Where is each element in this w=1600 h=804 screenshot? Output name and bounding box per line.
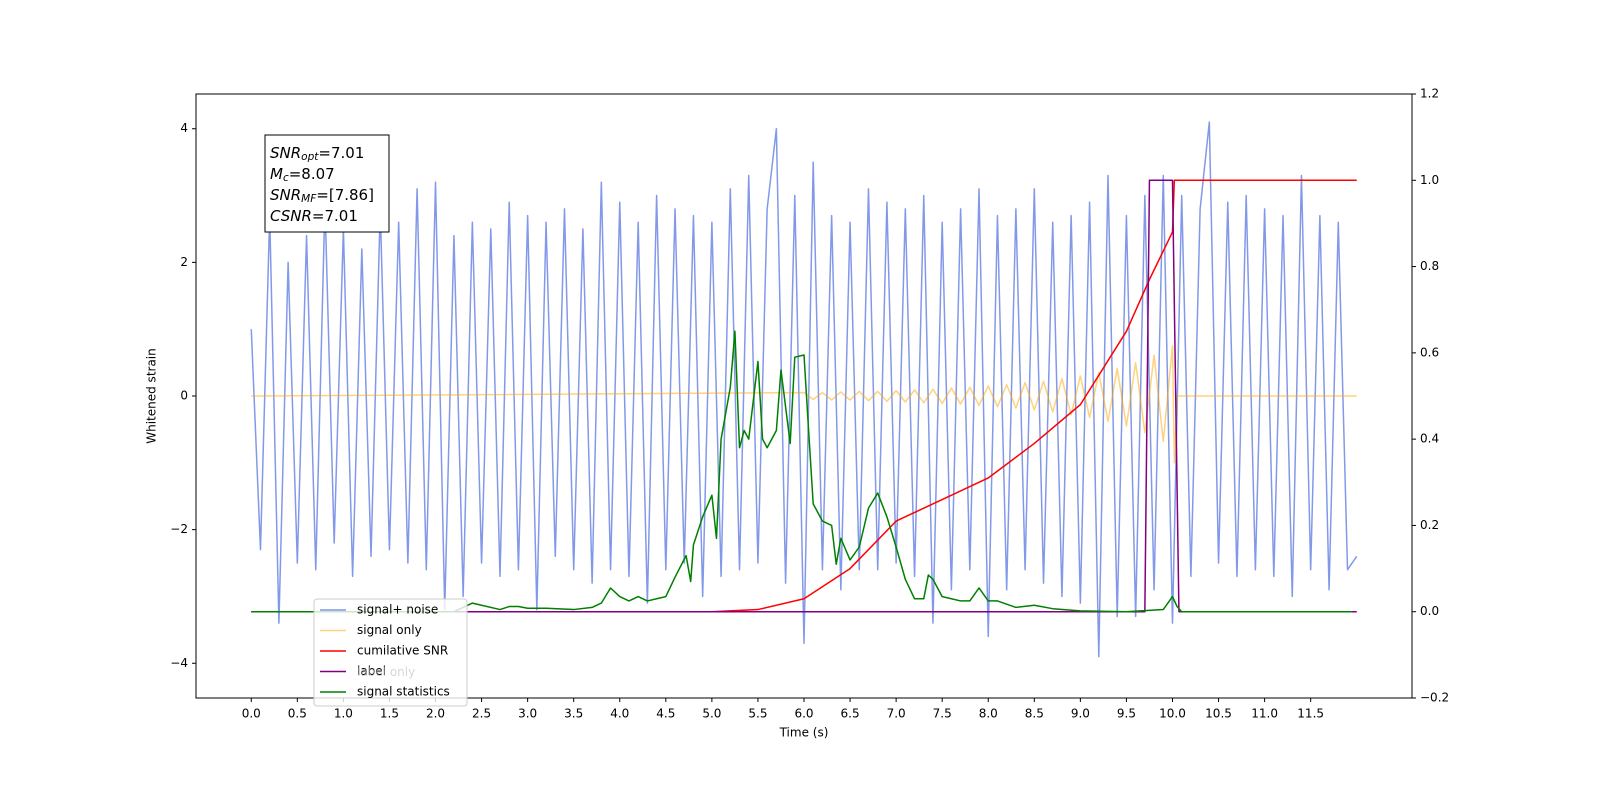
x-tick-label: 7.0 (887, 707, 906, 721)
y2-tick-label: 0.4 (1420, 432, 1439, 446)
y-axis-label: Whitened strain (145, 348, 159, 444)
x-tick-label: 11.5 (1297, 707, 1324, 721)
x-tick-label: 5.5 (748, 707, 767, 721)
y-tick-label: 4 (180, 121, 188, 135)
x-tick-label: 10.5 (1205, 707, 1232, 721)
y2-tick-label: 0.8 (1420, 259, 1439, 273)
math-symbol: M (270, 165, 283, 183)
x-tick-label: 7.5 (933, 707, 952, 721)
math-symbol: SNR (270, 144, 301, 162)
text-box-line: Mc=8.07 (270, 165, 335, 185)
x-tick-label: 1.5 (380, 707, 399, 721)
math-value: =8.07 (289, 165, 335, 183)
y-tick-label: 0 (180, 389, 188, 403)
x-tick-label: 9.5 (1117, 707, 1136, 721)
series-line (250, 121, 1358, 658)
math-value: =7.01 (312, 207, 358, 225)
x-tick-label: 3.5 (564, 707, 583, 721)
legend-label: signal only (357, 623, 422, 637)
x-tick-label: 6.5 (841, 707, 860, 721)
y2-tick-label: 1.2 (1420, 87, 1439, 101)
series-line (251, 330, 1353, 613)
x-tick-label: 2.0 (426, 707, 445, 721)
x-tick-label: 5.0 (702, 707, 721, 721)
x-tick-label: 3.0 (518, 707, 537, 721)
x-tick-label: 1.0 (334, 707, 353, 721)
math-value: =7.01 (318, 144, 364, 162)
y2-tick-label: 0.2 (1420, 518, 1439, 532)
y-tick-label: −4 (170, 656, 188, 670)
text-box-line: CSNR=7.01 (270, 207, 358, 225)
legend-label: cumilative SNR (357, 644, 448, 658)
math-subscript: c (283, 172, 289, 184)
x-tick-label: 0.0 (242, 707, 261, 721)
x-tick-label: 8.0 (979, 707, 998, 721)
series-line (251, 179, 1357, 613)
legend-label: signal statistics (357, 685, 450, 699)
series-line (251, 345, 1357, 464)
text-box-line: SNRopt=7.01 (270, 144, 364, 164)
legend-label: label (357, 664, 386, 678)
x-axis-label: Time (s) (779, 726, 829, 740)
y-tick-label: 2 (180, 255, 188, 269)
x-tick-label: 2.5 (472, 707, 491, 721)
math-symbol: SNR (270, 186, 301, 204)
math-value: =[7.86] (316, 186, 374, 204)
legend: signal+ noise signal only cumilative SNR la… (313, 598, 468, 707)
y2-tick-label: −0.2 (1420, 691, 1449, 705)
math-subscript: MF (301, 193, 317, 205)
math-subscript: opt (301, 151, 319, 163)
x-tick-label: 4.5 (656, 707, 675, 721)
x-tick-label: 4.0 (610, 707, 629, 721)
legend-frame (313, 598, 468, 707)
y2-tick-label: 1.0 (1420, 173, 1439, 187)
x-tick-label: 0.5 (288, 707, 307, 721)
x-tick-label: 8.5 (1025, 707, 1044, 721)
math-symbol: CSNR (270, 207, 312, 225)
x-tick-label: 10.0 (1159, 707, 1186, 721)
x-tick-label: 9.0 (1071, 707, 1090, 721)
y2-tick-label: 0.6 (1420, 345, 1439, 359)
text-box-frame (264, 134, 390, 233)
text-box-line: SNRMF=[7.86] (270, 186, 374, 206)
y2-tick-label: 0.0 (1420, 604, 1439, 618)
y-tick-label: −2 (170, 522, 188, 536)
x-tick-label: 11.0 (1251, 707, 1278, 721)
x-tick-label: 6.0 (794, 707, 813, 721)
legend-label: label only (357, 665, 415, 679)
legend-label: signal+ noise (357, 603, 438, 617)
